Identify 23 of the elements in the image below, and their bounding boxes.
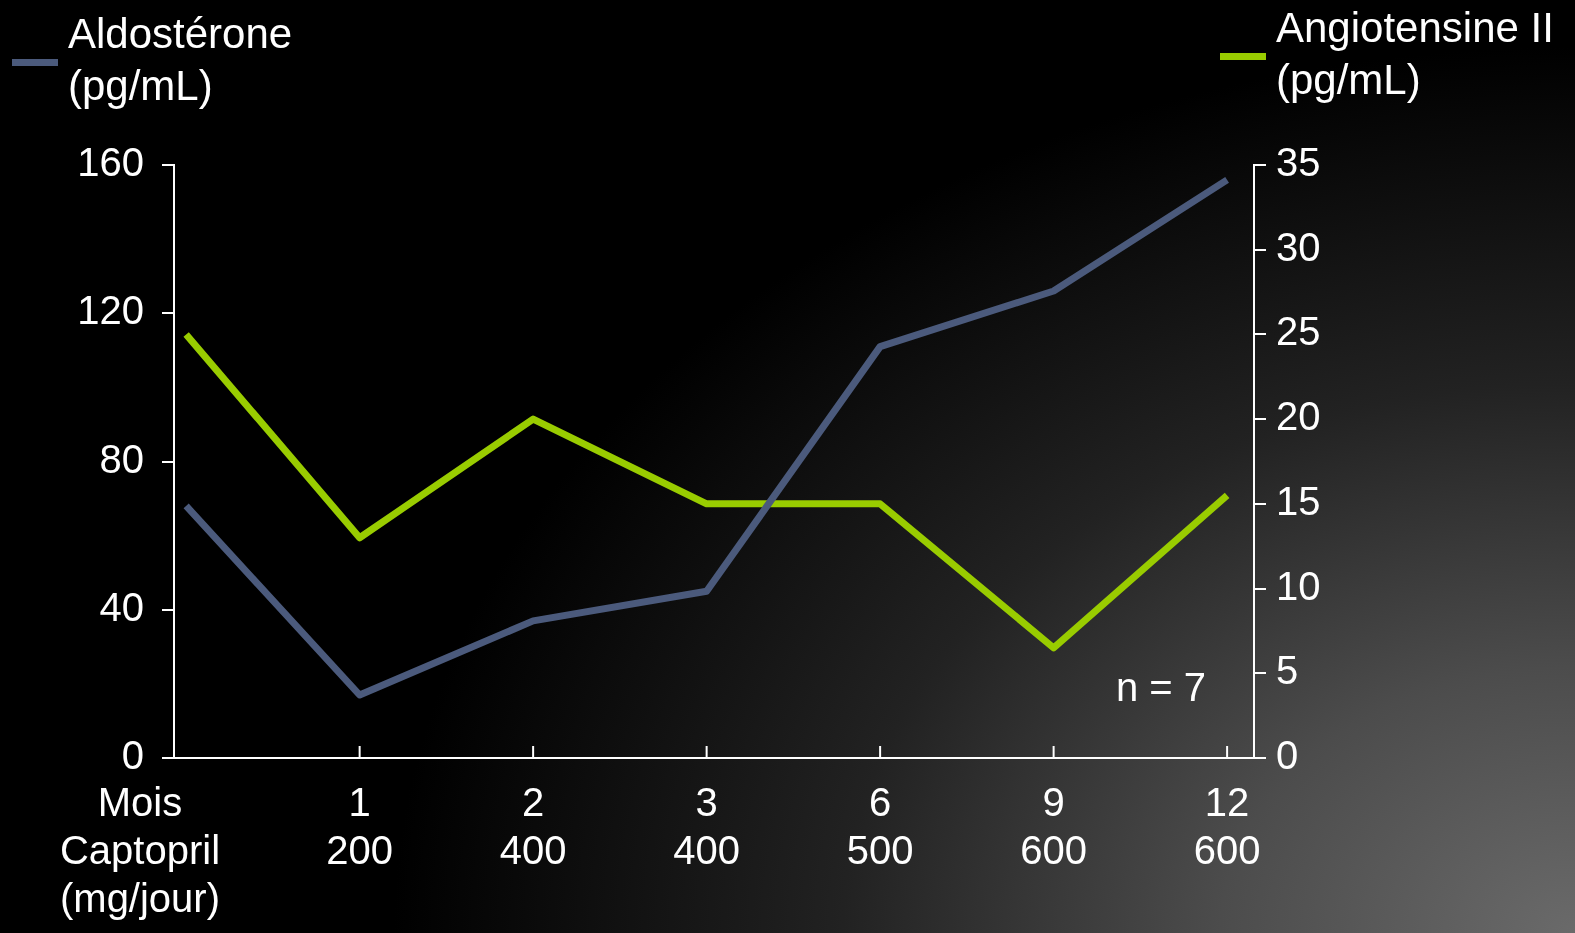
y-tick-label: 120 <box>77 288 144 333</box>
legend-label: Aldostérone (pg/mL) <box>68 9 293 109</box>
x-tick-label: 3 400 <box>673 780 740 873</box>
y2-tick-label: 30 <box>1276 224 1321 269</box>
y2-tick-label: 10 <box>1276 563 1321 608</box>
x-tick-label: 9 600 <box>1020 780 1087 873</box>
x-tick-label: 6 500 <box>846 780 914 873</box>
y2-tick-label: 35 <box>1276 140 1321 185</box>
legend-label: Angiotensine II (pg/mL) <box>1276 3 1554 103</box>
y-tick-label: 0 <box>121 733 144 778</box>
x-axis-title: Mois Captopril (mg/jour) <box>59 780 221 921</box>
y-tick-label: 160 <box>77 140 144 185</box>
y2-tick-label: 0 <box>1276 733 1299 778</box>
y2-tick-label: 15 <box>1276 478 1321 523</box>
x-tick-label: 1 200 <box>326 780 394 873</box>
y2-tick-label: 25 <box>1276 309 1321 354</box>
y2-tick-label: 20 <box>1276 394 1321 439</box>
y-tick-label: 40 <box>99 584 144 629</box>
y-tick-label: 80 <box>99 436 144 481</box>
y2-tick-label: 5 <box>1276 648 1299 693</box>
x-tick-label: 2 400 <box>499 780 567 873</box>
x-tick-label: 12 600 <box>1193 780 1261 873</box>
annotation: n = 7 <box>1115 665 1206 710</box>
